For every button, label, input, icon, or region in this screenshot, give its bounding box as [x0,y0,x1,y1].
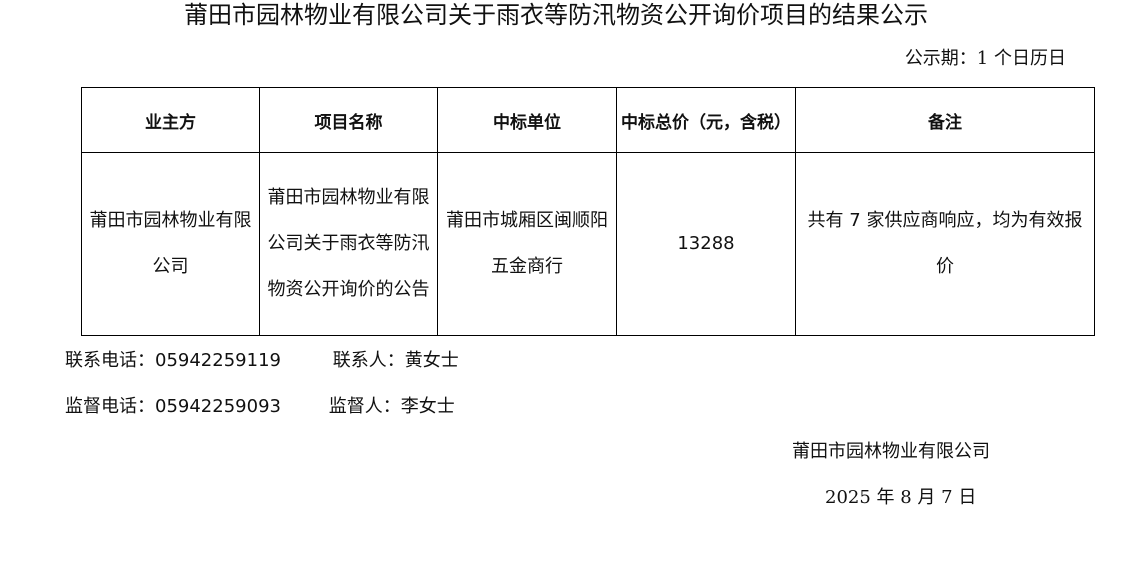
table-header-row: 业主方 项目名称 中标单位 中标总价（元，含税） 备注 [81,87,1095,153]
header-project-name: 项目名称 [259,87,438,153]
supervision-phone: 05942259093 [155,396,281,417]
supervision-person-label: 监督人： [328,396,401,417]
cell-owner: 莆田市园林物业有限公司 [81,152,260,336]
header-owner: 业主方 [81,87,260,153]
table-row: 莆田市园林物业有限公司 莆田市园林物业有限公司关于雨衣等防汛物资公开询价的公告 … [81,152,1095,336]
header-total-price: 中标总价（元，含税） [616,87,796,153]
contact-line: 联系电话：05942259119 联系人：黄女士 [65,348,459,374]
contact-person-label: 联系人： [332,350,405,371]
page-title: 莆田市园林物业有限公司关于雨衣等防汛物资公开询价项目的结果公示 [184,1,928,29]
contact-phone-label: 联系电话： [65,350,155,371]
header-remarks: 备注 [795,87,1095,153]
signature-date: 2025 年 8 月 7 日 [825,487,977,508]
supervision-phone-label: 监督电话： [65,396,155,417]
supervision-line: 监督电话：05942259093 监督人：李女士 [65,394,455,420]
cell-total-price: 13288 [616,152,796,336]
contact-person: 黄女士 [404,350,459,371]
supervision-person: 李女士 [400,396,455,417]
result-table: 业主方 项目名称 中标单位 中标总价（元，含税） 备注 莆田市园林物业有限公司 … [81,87,1095,336]
header-winning-bidder: 中标单位 [437,87,617,153]
contact-phone: 05942259119 [155,350,281,371]
cell-project-name: 莆田市园林物业有限公司关于雨衣等防汛物资公开询价的公告 [259,152,438,336]
signature-company: 莆田市园林物业有限公司 [792,441,990,462]
publicity-period: 公示期：1 个日历日 [904,48,1066,69]
cell-remarks: 共有 7 家供应商响应，均为有效报价 [795,152,1095,336]
cell-winning-bidder: 莆田市城厢区闽顺阳五金商行 [437,152,617,336]
